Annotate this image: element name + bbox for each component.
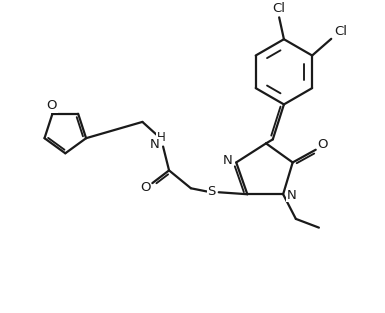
Text: O: O [47,99,57,112]
Text: O: O [140,182,151,194]
Text: N: N [149,138,159,151]
Text: Cl: Cl [335,25,348,38]
Text: Cl: Cl [272,2,285,15]
Text: H: H [157,131,166,144]
Text: O: O [318,138,328,151]
Text: N: N [223,154,233,167]
Text: N: N [287,188,297,202]
Text: S: S [208,185,216,198]
